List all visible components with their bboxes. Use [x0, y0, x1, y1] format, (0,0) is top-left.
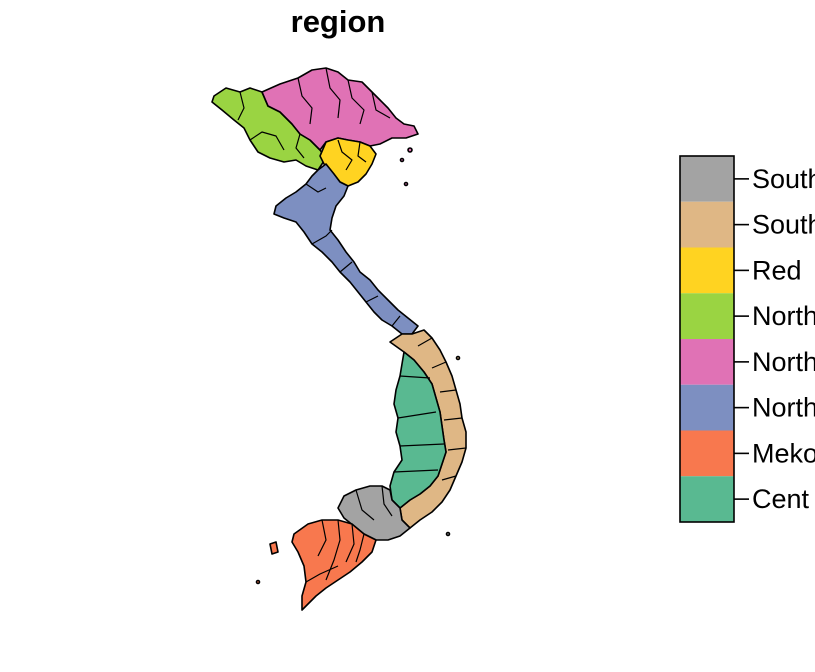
legend-label: Cent — [752, 484, 810, 514]
legend-label: North — [752, 301, 815, 331]
map-title: region — [290, 4, 386, 39]
legend-swatch — [680, 339, 734, 385]
legend-swatch — [680, 156, 734, 202]
legend-swatch — [680, 384, 734, 431]
legend-swatches — [680, 156, 734, 522]
legend-label: South — [752, 164, 815, 194]
islands — [255, 147, 461, 585]
legend-swatch — [680, 201, 734, 248]
legend-label: North — [752, 347, 815, 377]
legend-label: Meko — [752, 438, 815, 468]
vietnam-region-map — [211, 67, 467, 611]
legend-labels: South South Red North North North Meko Cent — [734, 164, 815, 514]
province-boundaries — [237, 67, 467, 583]
legend-label: South — [752, 210, 815, 240]
region-mekong-river-delta[interactable] — [291, 519, 377, 611]
legend-swatch — [680, 247, 734, 294]
legend-swatch — [680, 293, 734, 339]
legend-frame — [679, 155, 735, 523]
legend-label: Red — [752, 255, 802, 285]
legend-swatch — [680, 476, 734, 522]
legend-swatch — [680, 430, 734, 477]
region-northeast[interactable] — [261, 67, 419, 151]
region-central-highlands[interactable] — [389, 351, 447, 509]
legend-label: North — [752, 393, 815, 423]
